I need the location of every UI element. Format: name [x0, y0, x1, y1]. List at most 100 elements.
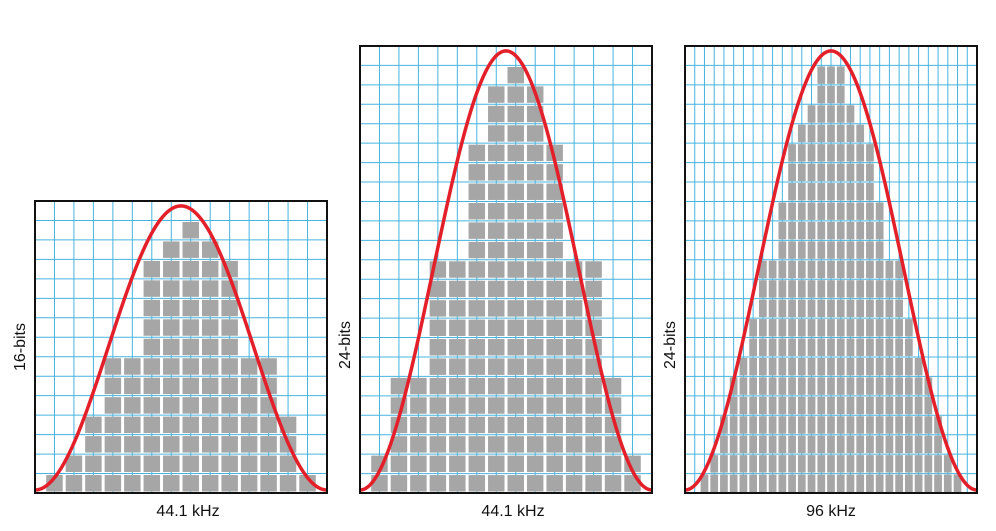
sample-block [749, 455, 757, 473]
sample-block [866, 319, 874, 337]
sample-block [788, 396, 796, 415]
sample-block [546, 475, 563, 492]
sample-block [390, 455, 408, 473]
sample-block [856, 280, 865, 298]
sample-block [565, 416, 583, 434]
sample-block [449, 261, 466, 278]
sample-block [836, 377, 845, 395]
sample-block [866, 144, 874, 162]
sample-block [875, 396, 884, 415]
sample-block [817, 357, 826, 376]
sample-block [163, 280, 180, 297]
sample-block [104, 377, 122, 395]
sample-block [905, 435, 913, 454]
sample-block [866, 377, 874, 395]
sample-block [846, 280, 855, 298]
sample-block [768, 377, 777, 395]
sample-block [866, 183, 874, 201]
sample-block [817, 163, 826, 182]
sample-block [827, 85, 835, 104]
sample-block [526, 164, 544, 181]
sample-block [410, 416, 427, 434]
sample-block [507, 300, 524, 317]
sample-block [565, 280, 583, 298]
sample-block [488, 105, 505, 123]
sample-block [788, 416, 796, 434]
sample-block [221, 299, 238, 317]
sample-block [449, 300, 466, 317]
sample-block [240, 358, 258, 375]
sample-block [866, 280, 874, 298]
sample-block [778, 455, 787, 473]
sample-block [749, 474, 757, 492]
sample-block [846, 396, 855, 415]
sample-block [720, 474, 728, 492]
sample-block [875, 221, 884, 240]
sample-block [943, 474, 952, 492]
sample-block [875, 202, 884, 220]
sample-block [546, 261, 563, 278]
sample-block [410, 397, 427, 414]
sample-block [260, 416, 277, 434]
sample-block [739, 455, 748, 473]
sample-block [836, 338, 845, 356]
sample-block [104, 436, 122, 453]
sample-block [410, 377, 427, 395]
sample-block [797, 435, 806, 454]
sample-block [240, 416, 258, 434]
sample-block [729, 435, 738, 454]
sample-block [749, 319, 757, 337]
sample-block [866, 299, 874, 318]
sample-block [895, 377, 903, 395]
sample-block [710, 474, 719, 492]
sample-block [856, 319, 865, 337]
sample-block [856, 241, 865, 259]
sample-block [468, 436, 486, 453]
sample-block [788, 377, 796, 395]
sample-block [240, 436, 258, 453]
sample-block [895, 474, 903, 492]
sample-block [866, 396, 874, 415]
sample-block [817, 299, 826, 318]
sample-block [836, 221, 845, 240]
sample-block [526, 241, 544, 259]
sample-block [797, 396, 806, 415]
sample-block [488, 339, 505, 356]
sample-block [739, 357, 748, 376]
sample-block [778, 396, 787, 415]
sample-block [468, 377, 486, 395]
sample-block [46, 475, 63, 492]
sample-block [507, 397, 524, 414]
sample-block [895, 319, 903, 337]
sample-block [905, 338, 913, 356]
sample-block [604, 377, 622, 395]
sample-block [710, 455, 719, 473]
sample-block [827, 280, 835, 298]
sample-block [905, 319, 913, 337]
sample-block [488, 319, 505, 337]
sample-block [875, 260, 884, 279]
sample-block [585, 455, 602, 473]
sample-block [778, 241, 787, 259]
sample-block [526, 261, 544, 278]
sample-block [807, 105, 816, 123]
sample-block [260, 475, 277, 492]
sample-block [163, 358, 180, 375]
sample-block [807, 183, 816, 201]
sample-block [836, 299, 845, 318]
sample-block [201, 338, 219, 356]
sample-block [807, 202, 816, 220]
sample-block [817, 124, 826, 143]
sample-block [507, 125, 524, 142]
sample-block [429, 319, 447, 337]
sample-block [279, 455, 297, 473]
sample-block [759, 416, 767, 434]
sample-block [827, 319, 835, 337]
sample-block [856, 260, 865, 279]
sample-block [875, 299, 884, 318]
sample-block [807, 221, 816, 240]
sample-block [488, 222, 505, 239]
sample-block [797, 338, 806, 356]
sample-bars [371, 66, 641, 492]
sample-block [885, 280, 894, 298]
